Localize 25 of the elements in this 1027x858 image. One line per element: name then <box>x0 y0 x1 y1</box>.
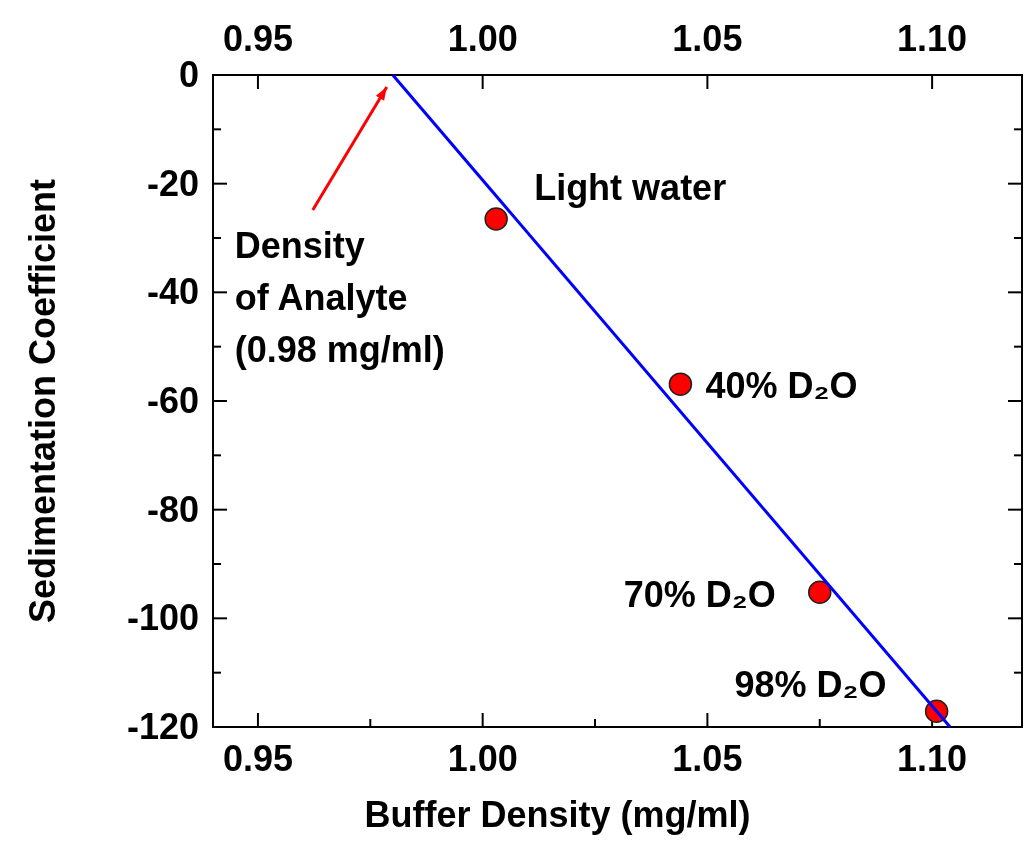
y-tick-label: -100 <box>126 597 199 639</box>
x-tick-label: 1.10 <box>897 738 968 779</box>
x2-tick-label: 1.10 <box>897 18 968 59</box>
point <box>668 372 693 396</box>
x2-tick-label: 1.05 <box>672 18 743 59</box>
annotation: 98% D₂O <box>734 664 887 706</box>
y-tick-label: -80 <box>146 488 199 530</box>
point <box>484 207 508 231</box>
y-tick-label: -60 <box>146 380 199 421</box>
x-axis-title: Buffer Density (mg/ml) <box>364 794 751 835</box>
annotation: 40% D₂O <box>705 365 858 407</box>
x2-tick-label: 0.95 <box>222 18 293 59</box>
annotation: Density of Analyte (0.98 mg/ml) <box>234 225 445 370</box>
y-tick-label: -120 <box>126 706 199 747</box>
annotation: 70% D₂O <box>623 574 776 616</box>
annotation: Light water <box>534 166 727 208</box>
x-tick-label: 1.05 <box>672 738 743 779</box>
y-tick-label: -40 <box>146 271 199 313</box>
x2-tick-label: 1.00 <box>447 18 518 59</box>
y-tick-label: -20 <box>146 162 199 204</box>
y-tick-label: 0 <box>178 54 199 95</box>
x-tick-label: 1.00 <box>447 738 518 779</box>
x-tick-label: 0.95 <box>222 738 293 779</box>
point <box>808 580 832 604</box>
y-axis-title: Sedimentation Coefficient <box>22 178 63 624</box>
